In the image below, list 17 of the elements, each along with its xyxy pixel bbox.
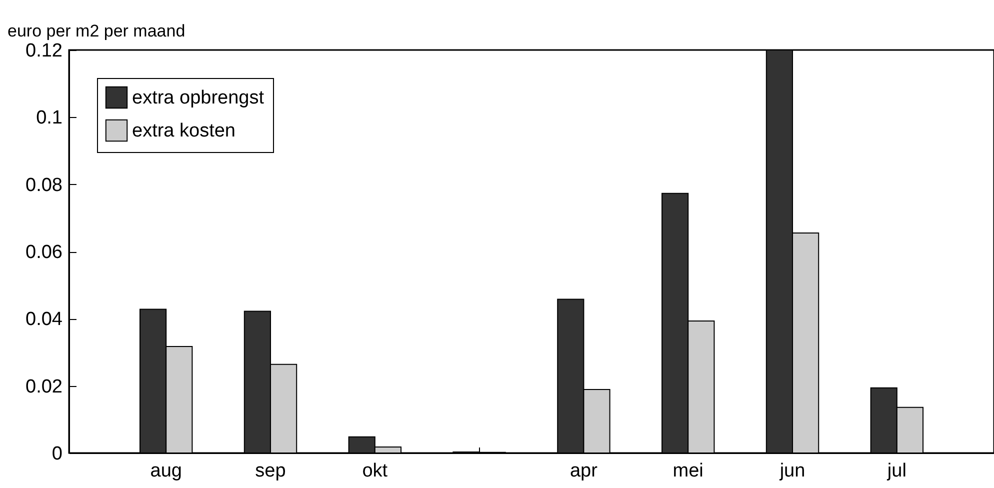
y-tick-label: 0.1 [36, 108, 62, 129]
x-tick-label: mei [672, 460, 704, 482]
y-tick-label: 0.12 [26, 40, 62, 62]
x-tick-label: aug [150, 460, 182, 482]
x-tick-label: jun [778, 460, 806, 482]
y-tick-label: 0.08 [26, 174, 62, 196]
y-axis-title: euro per m2 per maand [8, 22, 186, 40]
legend-label: extra opbrengst [132, 88, 265, 108]
y-tick-label: 0 [52, 444, 62, 464]
y-tick-label: 0.02 [26, 376, 62, 398]
x-tick-label: apr [570, 460, 598, 482]
x-tick-label: jul [886, 460, 906, 482]
y-tick-label: 0.04 [26, 309, 63, 330]
x-tick-label: sep [255, 460, 286, 482]
legend-label: extra kosten [132, 120, 236, 142]
x-tick-label: okt [362, 460, 388, 482]
y-tick-label: 0.06 [26, 242, 62, 263]
